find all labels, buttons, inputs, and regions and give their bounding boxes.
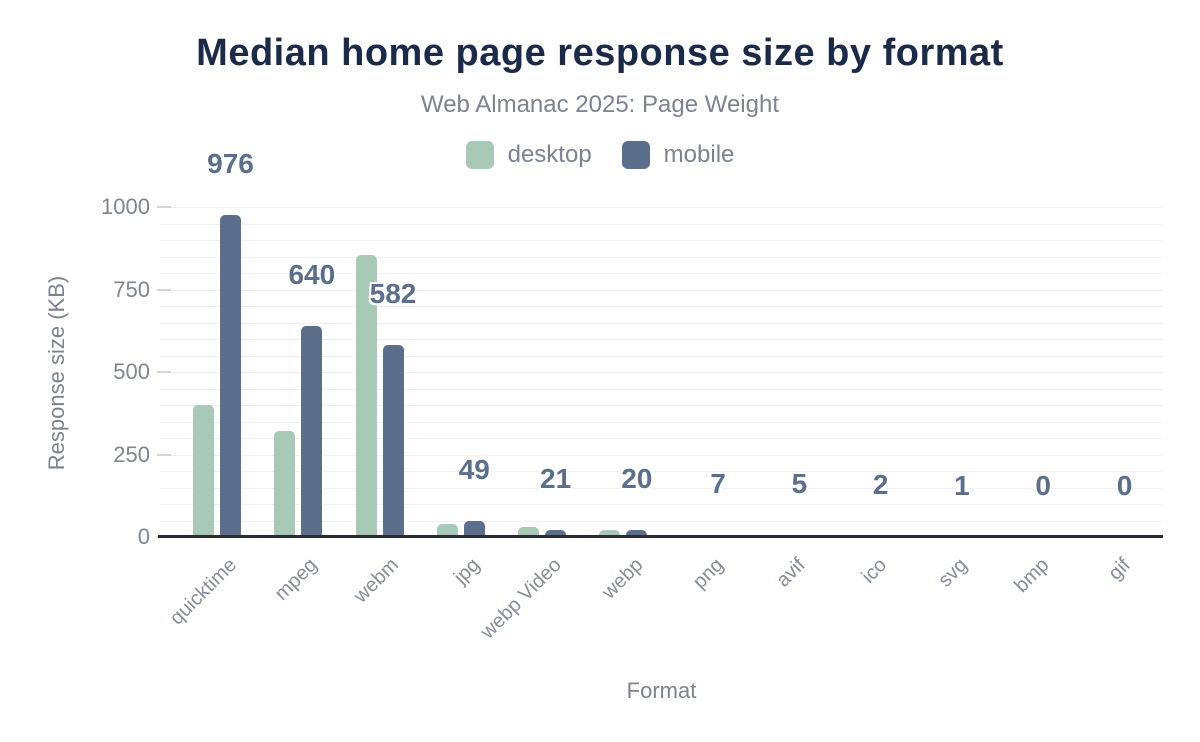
data-label-svg: 1 — [954, 469, 970, 501]
gridline-200 — [160, 471, 1163, 472]
x-tick-label-png: png — [689, 554, 729, 594]
gridline-750 — [160, 289, 1163, 291]
gridline-250 — [160, 454, 1163, 456]
bar-mobile-mpeg[interactable] — [301, 325, 323, 537]
chart-subtitle: Web Almanac 2025: Page Weight — [420, 91, 779, 118]
data-label-gif: 0 — [1116, 470, 1133, 501]
gridline-500 — [160, 372, 1163, 373]
data-label-ico: 2 — [872, 469, 889, 501]
legend-item-mobile[interactable]: mobile — [621, 141, 735, 169]
y-tick-label-250: 250 — [113, 441, 150, 467]
gridline-550 — [160, 355, 1163, 357]
y-tick-mark-250 — [157, 453, 171, 456]
x-tick-label-ico: ico — [857, 554, 891, 588]
gridline-300 — [160, 438, 1163, 439]
data-label-jpg: 49 — [458, 453, 490, 485]
desktop-series-swatch-icon — [465, 141, 494, 169]
bar-desktop-webm[interactable] — [355, 254, 377, 537]
data-label-webm: 582 — [369, 277, 417, 309]
legend-item-desktop[interactable]: desktop — [465, 141, 592, 169]
x-tick-label-svg: svg — [934, 554, 972, 592]
y-tick-mark-1000 — [157, 206, 171, 208]
gridline-400 — [160, 405, 1163, 406]
gridline-100 — [160, 504, 1163, 505]
data-label-quicktime: 976 — [207, 147, 254, 179]
gridline-700 — [160, 306, 1163, 307]
bar-mobile-webp-video[interactable] — [545, 530, 567, 537]
gridline-850 — [160, 256, 1163, 258]
data-label-mpeg: 640 — [288, 258, 336, 290]
gridline-950 — [160, 223, 1163, 225]
gridline-150 — [160, 487, 1163, 489]
y-tick-label-500: 500 — [113, 359, 150, 384]
bar-mobile-jpg[interactable] — [463, 520, 485, 537]
x-tick-label-bmp: bmp — [1010, 554, 1054, 598]
legend-label-desktop: desktop — [507, 141, 592, 168]
legend-label-mobile: mobile — [663, 141, 735, 168]
gridline-450 — [160, 388, 1163, 390]
y-tick-label-1000: 1000 — [101, 194, 150, 219]
bar-mobile-quicktime[interactable] — [220, 214, 241, 537]
x-tick-label-quicktime: quicktime — [165, 554, 241, 630]
y-tick-label-750: 750 — [113, 276, 150, 302]
data-label-png: 7 — [710, 467, 726, 499]
gridline-350 — [160, 421, 1163, 423]
gridline-650 — [160, 322, 1163, 324]
x-tick-label-gif: gif — [1104, 554, 1135, 585]
data-label-webp: 20 — [621, 463, 653, 495]
gridline-900 — [160, 240, 1163, 241]
bar-desktop-quicktime[interactable] — [193, 405, 214, 537]
x-axis-line — [158, 535, 1163, 538]
chart-title: Median home page response size by format — [196, 32, 1004, 74]
y-tick-mark-750 — [157, 288, 171, 291]
bar-desktop-webp[interactable] — [599, 529, 621, 537]
x-tick-label-webm: webm — [349, 554, 404, 608]
gridline-800 — [160, 273, 1163, 274]
data-label-webp-video: 21 — [540, 463, 572, 495]
x-tick-label-jpg: jpg — [449, 554, 485, 589]
gridline-1000 — [160, 207, 1163, 208]
x-axis-title: Format — [626, 678, 697, 703]
bar-mobile-webp[interactable] — [626, 530, 648, 537]
bar-desktop-jpg[interactable] — [436, 523, 458, 537]
gridline-600 — [160, 339, 1163, 340]
x-tick-label-mpeg: mpeg — [270, 554, 322, 605]
data-label-avif: 5 — [791, 468, 808, 500]
legend: desktop mobile — [0, 141, 1200, 169]
bar-mobile-webm[interactable] — [382, 344, 404, 537]
x-tick-label-webp-video: webp Video — [476, 554, 566, 644]
bar-desktop-webp-video[interactable] — [518, 527, 540, 537]
x-tick-label-webp: webp — [597, 554, 647, 604]
bar-desktop-mpeg[interactable] — [274, 431, 296, 537]
gridline-50 — [160, 520, 1163, 522]
y-tick-label-0: 0 — [137, 524, 150, 549]
mobile-series-swatch-icon — [621, 141, 650, 169]
x-tick-label-avif: avif — [771, 554, 810, 592]
y-tick-mark-500 — [157, 371, 171, 373]
data-label-bmp: 0 — [1035, 470, 1051, 501]
